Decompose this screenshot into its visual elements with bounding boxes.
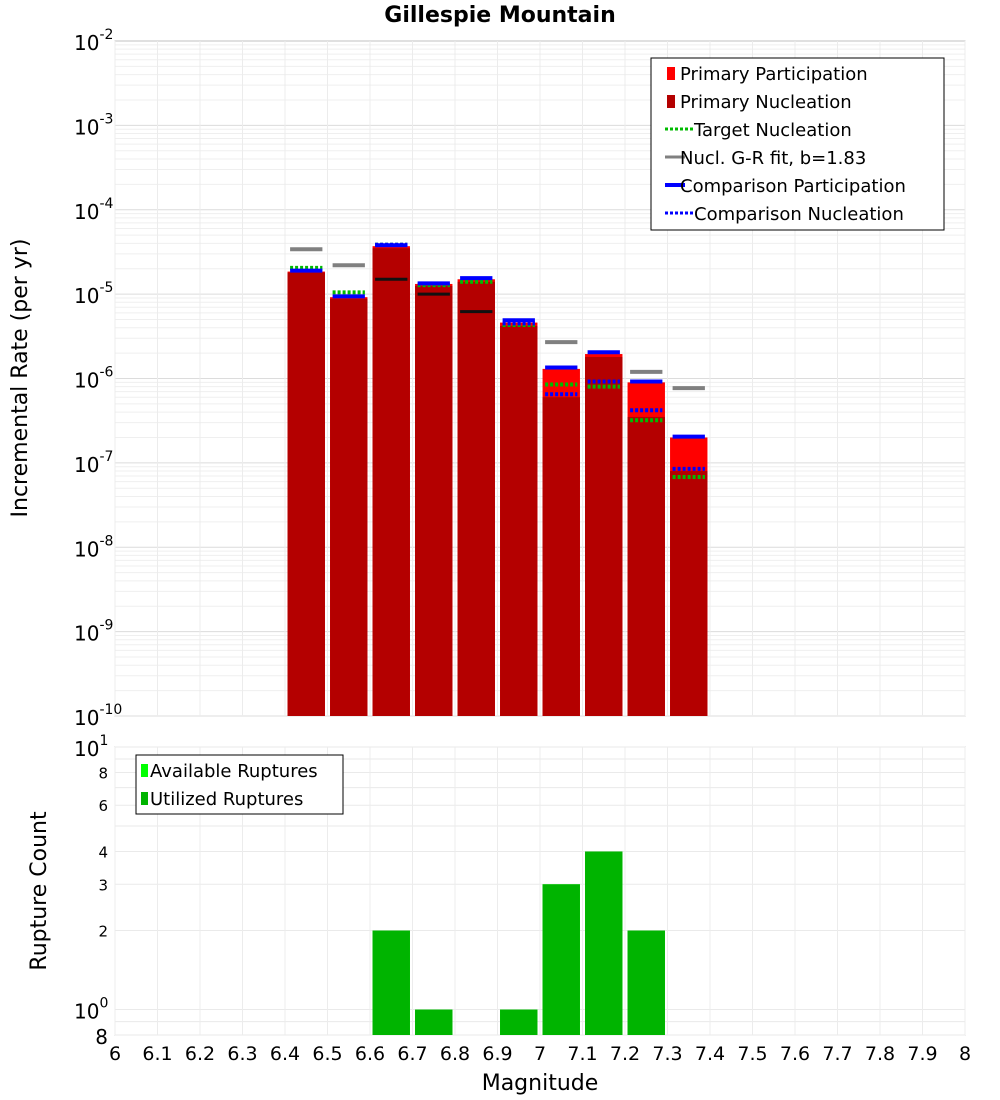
- x-tick-label: 7.1: [567, 1043, 597, 1065]
- rate-y-tick-label: 10-7: [74, 449, 113, 477]
- count-y-tick-label: 6: [98, 797, 108, 815]
- rate-lines: [290, 242, 705, 480]
- x-tick-label: 6.8: [440, 1043, 470, 1065]
- nucleation-bar: [627, 416, 665, 716]
- nucleation-bar: [500, 325, 538, 716]
- x-tick-label: 7.5: [737, 1043, 767, 1065]
- x-tick-label: 6.9: [482, 1043, 512, 1065]
- rate-legend-label: Primary Nucleation: [680, 92, 852, 113]
- count-y-tick-label: 3: [98, 876, 108, 894]
- rate-legend-label: Comparison Participation: [680, 176, 906, 197]
- rate-panel: 10-10 10-9 10-8 10-7 10-6 10-5 10-4 10-3 10-2 In…: [8, 27, 966, 730]
- rate-bars: [287, 246, 708, 717]
- rate-legend-label: Nucl. G-R fit, b=1.83: [680, 148, 866, 169]
- x-tick-label: 6.2: [185, 1043, 215, 1065]
- primary-participation-legend-icon: [667, 67, 675, 80]
- count-x-ticks: 6 6.1 6.2 6.3 6.4 6.5 6.6 6.7 6.8 6.9 7 7.1 7.2 7.3 7.…: [109, 1043, 971, 1065]
- x-tick-label: 6: [109, 1043, 121, 1065]
- nucleation-bar: [457, 281, 495, 716]
- rate-legend-label: Primary Participation: [680, 64, 868, 85]
- available-ruptures-legend-icon: [141, 764, 148, 777]
- utilized-ruptures-bar: [415, 1009, 453, 1035]
- x-tick-label: 7.2: [610, 1043, 640, 1065]
- nucleation-bar: [670, 471, 708, 716]
- rate-legend-label: Comparison Nucleation: [694, 204, 904, 225]
- x-tick-label: 6.3: [227, 1043, 257, 1065]
- count-y-tick-label: 4: [98, 843, 108, 861]
- count-legend: Available Ruptures Utilized Ruptures: [135, 754, 344, 815]
- x-tick-label: 7.9: [907, 1043, 937, 1065]
- x-tick-label: 7.3: [652, 1043, 682, 1065]
- count-legend-label: Available Ruptures: [150, 761, 318, 782]
- count-legend-label: Utilized Ruptures: [150, 789, 303, 810]
- x-tick-label: 7.7: [822, 1043, 852, 1065]
- count-legend-box: [135, 754, 344, 815]
- nucleation-bar: [542, 397, 580, 716]
- nucleation-bar: [330, 298, 368, 716]
- utilized-ruptures-bar: [585, 851, 623, 1035]
- utilized-ruptures-bar: [372, 930, 410, 1035]
- nucleation-bar: [372, 248, 410, 717]
- x-tick-label: 7: [534, 1043, 546, 1065]
- count-bars: [372, 851, 665, 1035]
- utilized-ruptures-legend-icon: [141, 792, 148, 805]
- primary-nucleation-legend-icon: [667, 95, 675, 108]
- rate-y-tick-label: 10-3: [74, 111, 113, 139]
- count-y-axis-label: Rupture Count: [27, 811, 52, 971]
- rate-y-tick-label: 10-5: [74, 280, 113, 308]
- x-tick-label: 6.7: [397, 1043, 427, 1065]
- utilized-ruptures-bar: [627, 930, 665, 1035]
- x-tick-label: 6.5: [312, 1043, 342, 1065]
- count-y-tick-label: 101: [74, 733, 108, 761]
- rate-y-tick-label: 10-6: [74, 365, 114, 393]
- utilized-ruptures-bar: [542, 884, 580, 1035]
- nucleation-bar: [287, 272, 325, 716]
- rate-y-tick-label: 10-9: [74, 618, 113, 646]
- rate-y-tick-label: 10-2: [74, 27, 113, 55]
- x-tick-label: 6.1: [142, 1043, 172, 1065]
- count-y-tick-label: 8: [98, 764, 108, 782]
- rate-y-tick-label: 10-4: [74, 196, 114, 224]
- rate-y-tick-label: 10-10: [74, 702, 122, 730]
- nucleation-bar: [585, 356, 623, 716]
- utilized-ruptures-bar: [500, 1009, 538, 1035]
- x-axis-label: Magnitude: [482, 1071, 599, 1096]
- rate-legend: Primary Participation Primary Nucleation T…: [650, 57, 945, 231]
- x-tick-label: 8: [959, 1043, 971, 1065]
- x-tick-label: 7.4: [695, 1043, 725, 1065]
- count-y-tick-label: 2: [98, 923, 108, 941]
- x-tick-label: 7.8: [865, 1043, 895, 1065]
- nucleation-bar: [415, 285, 453, 716]
- rate-y-tick-label: 10-8: [74, 533, 113, 561]
- rate-legend-label: Target Nucleation: [693, 120, 852, 141]
- count-y-tick-label: 100: [74, 996, 108, 1024]
- chart-title: Gillespie Mountain: [384, 3, 615, 28]
- rate-y-ticks: 10-10 10-9 10-8 10-7 10-6 10-5 10-4 10-3 10-2: [74, 27, 122, 730]
- rate-y-axis-label: Incremental Rate (per yr): [8, 239, 33, 518]
- x-tick-label: 6.6: [355, 1043, 385, 1065]
- rate-legend-box: [650, 57, 945, 231]
- x-tick-label: 6.4: [270, 1043, 300, 1065]
- count-y-tick-label: 8: [95, 1025, 108, 1049]
- x-tick-label: 7.6: [780, 1043, 810, 1065]
